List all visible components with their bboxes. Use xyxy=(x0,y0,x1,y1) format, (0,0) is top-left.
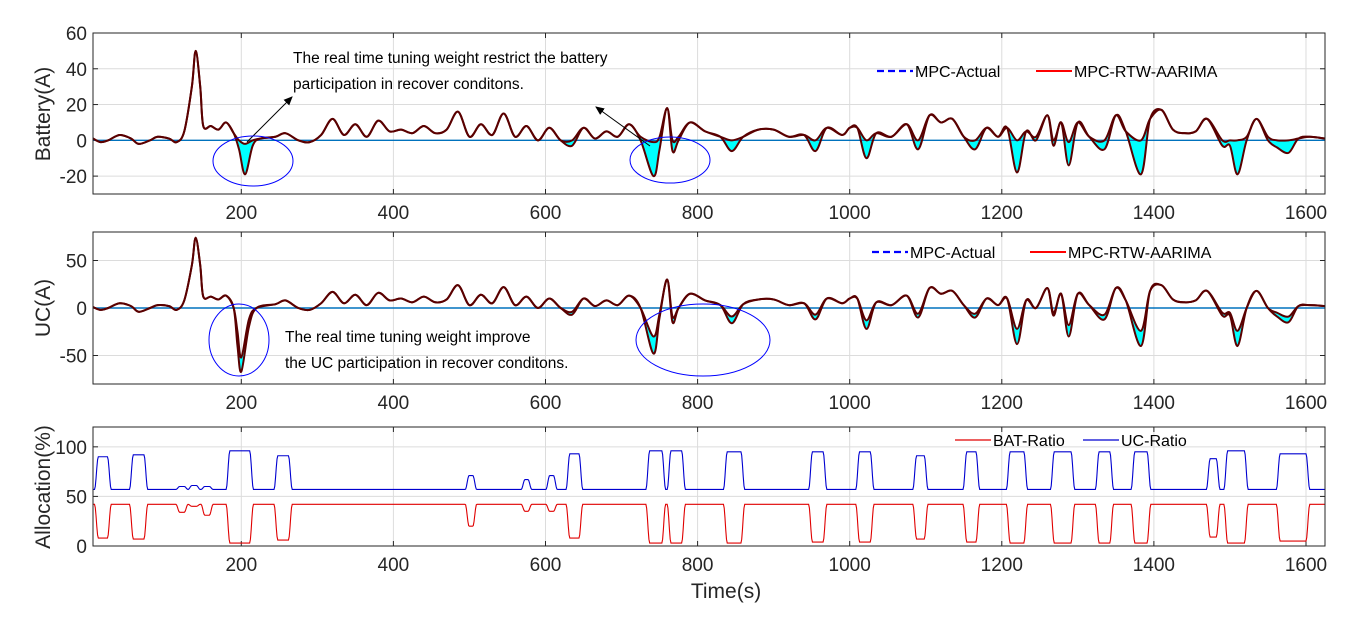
battery-ticks: 200 400 600 800 1000 1200 1400 1600 -20 0 20 40 60 xyxy=(60,24,1328,224)
uc-xtick-label: 400 xyxy=(378,393,410,414)
uc-ylabel: UC(A) xyxy=(32,279,55,337)
uc-difference-fill xyxy=(93,237,1325,373)
allocation-ylabel: Allocation(%) xyxy=(32,425,55,549)
uc-axes: 200 400 600 800 1000 1200 1400 1600 -50 0 50 xyxy=(60,231,1327,414)
uc-ytick-label: 50 xyxy=(66,252,87,273)
uc-panel: UC(A) MPC-Actual MPC-RTW-AARIMA The real… xyxy=(32,245,1212,377)
uc-annotation-line-2: the UC participation in recover conditon… xyxy=(285,355,568,372)
allocation-data xyxy=(93,450,1325,544)
uc-highlight-ellipse-right xyxy=(635,303,771,377)
battery-xtick-label: 400 xyxy=(378,203,410,224)
uc-xtick-label: 600 xyxy=(530,393,562,414)
uc-annotation-line-1: The real time tuning weight improve xyxy=(285,329,531,346)
battery-plot-area xyxy=(93,33,1325,194)
battery-ytick-label: -20 xyxy=(60,167,87,188)
allocation-series-bat-ratio xyxy=(93,503,1325,544)
battery-ylabel: Battery(A) xyxy=(32,67,55,162)
uc-ytick-label: 0 xyxy=(76,299,87,320)
uc-legend-rtw: MPC-RTW-AARIMA xyxy=(1068,245,1212,262)
battery-legend: MPC-Actual MPC-RTW-AARIMA xyxy=(877,64,1218,81)
allocation-axes-frame xyxy=(92,426,1326,547)
uc-xtick-label: 200 xyxy=(225,393,257,414)
uc-series-mpc-rtw-aarima xyxy=(93,236,1325,359)
allocation-xtick-label: 1200 xyxy=(981,555,1023,576)
battery-legend-rtw: MPC-RTW-AARIMA xyxy=(1074,64,1218,81)
battery-xtick-label: 1200 xyxy=(981,203,1023,224)
battery-ytick-label: 20 xyxy=(66,96,87,117)
battery-data xyxy=(93,49,1325,178)
uc-axes-frame xyxy=(92,231,1326,385)
uc-ticks: 200 400 600 800 1000 1200 1400 1600 -50 0 50 xyxy=(60,232,1327,414)
battery-annotation-line-2: participation in recover conditons. xyxy=(293,76,524,93)
uc-xtick-label: 1200 xyxy=(981,393,1023,414)
allocation-xtick-label: 1400 xyxy=(1133,555,1175,576)
allocation-xtick-label: 400 xyxy=(378,555,410,576)
battery-xtick-label: 200 xyxy=(225,203,257,224)
battery-highlight-ellipse-left xyxy=(212,135,294,187)
uc-legend: MPC-Actual MPC-RTW-AARIMA xyxy=(872,245,1212,262)
battery-ytick-label: 60 xyxy=(66,24,87,45)
allocation-ticks: 200 400 600 800 1000 1200 1400 1600 0 50 100 xyxy=(55,427,1327,576)
uc-data xyxy=(93,236,1325,373)
battery-ytick-label: 0 xyxy=(76,131,87,152)
battery-ytick-label: 40 xyxy=(66,60,87,81)
battery-annotation-line-1: The real time tuning weight restrict the… xyxy=(293,50,608,67)
x-axis-label: Time(s) xyxy=(691,580,761,603)
battery-annotation: The real time tuning weight restrict the… xyxy=(212,50,711,187)
allocation-ytick-label: 100 xyxy=(55,438,87,459)
uc-ytick-label: -50 xyxy=(60,347,87,368)
battery-annotation-arrow-right xyxy=(595,106,651,147)
allocation-legend-uc: UC-Ratio xyxy=(1121,433,1187,450)
allocation-ytick-label: 50 xyxy=(66,487,87,508)
uc-annotation: The real time tuning weight improve the … xyxy=(208,303,771,377)
uc-xtick-label: 1400 xyxy=(1133,393,1175,414)
battery-legend-actual: MPC-Actual xyxy=(915,64,1000,81)
battery-axes: 200 400 600 800 1000 1200 1400 1600 -20 0 20 40 60 xyxy=(60,24,1328,224)
uc-legend-actual: MPC-Actual xyxy=(910,245,995,262)
battery-series-mpc-rtw-aarima xyxy=(93,49,1325,145)
battery-annotation-arrow-left xyxy=(246,96,293,143)
battery-xtick-label: 800 xyxy=(682,203,714,224)
allocation-axes: 200 400 600 800 1000 1200 1400 1600 0 50 100 xyxy=(55,426,1327,576)
allocation-xtick-label: 1000 xyxy=(829,555,871,576)
battery-xtick-label: 1000 xyxy=(829,203,871,224)
uc-xtick-label: 1600 xyxy=(1285,393,1327,414)
battery-axes-frame xyxy=(92,32,1326,195)
uc-highlight-ellipse-left xyxy=(208,303,270,377)
allocation-xtick-label: 1600 xyxy=(1285,555,1327,576)
allocation-series-uc-ratio xyxy=(93,450,1325,491)
uc-xtick-label: 1000 xyxy=(829,393,871,414)
battery-xtick-label: 600 xyxy=(530,203,562,224)
battery-xtick-label: 1600 xyxy=(1285,203,1327,224)
allocation-legend-bat: BAT-Ratio xyxy=(993,433,1065,450)
allocation-ytick-label: 0 xyxy=(76,537,87,558)
allocation-xtick-label: 600 xyxy=(530,555,562,576)
allocation-xtick-label: 800 xyxy=(682,555,714,576)
allocation-legend: BAT-Ratio UC-Ratio xyxy=(955,433,1187,450)
uc-xtick-label: 800 xyxy=(682,393,714,414)
allocation-panel: Allocation(%) BAT-Ratio UC-Ratio xyxy=(32,425,1187,549)
battery-xtick-label: 1400 xyxy=(1133,203,1175,224)
battery-highlight-ellipse-right xyxy=(629,136,711,184)
allocation-xtick-label: 200 xyxy=(225,555,257,576)
battery-panel: Battery(A) MPC-Actual MPC-RTW-AARIMA The… xyxy=(32,50,1218,187)
battery-difference-fill xyxy=(93,50,1325,177)
